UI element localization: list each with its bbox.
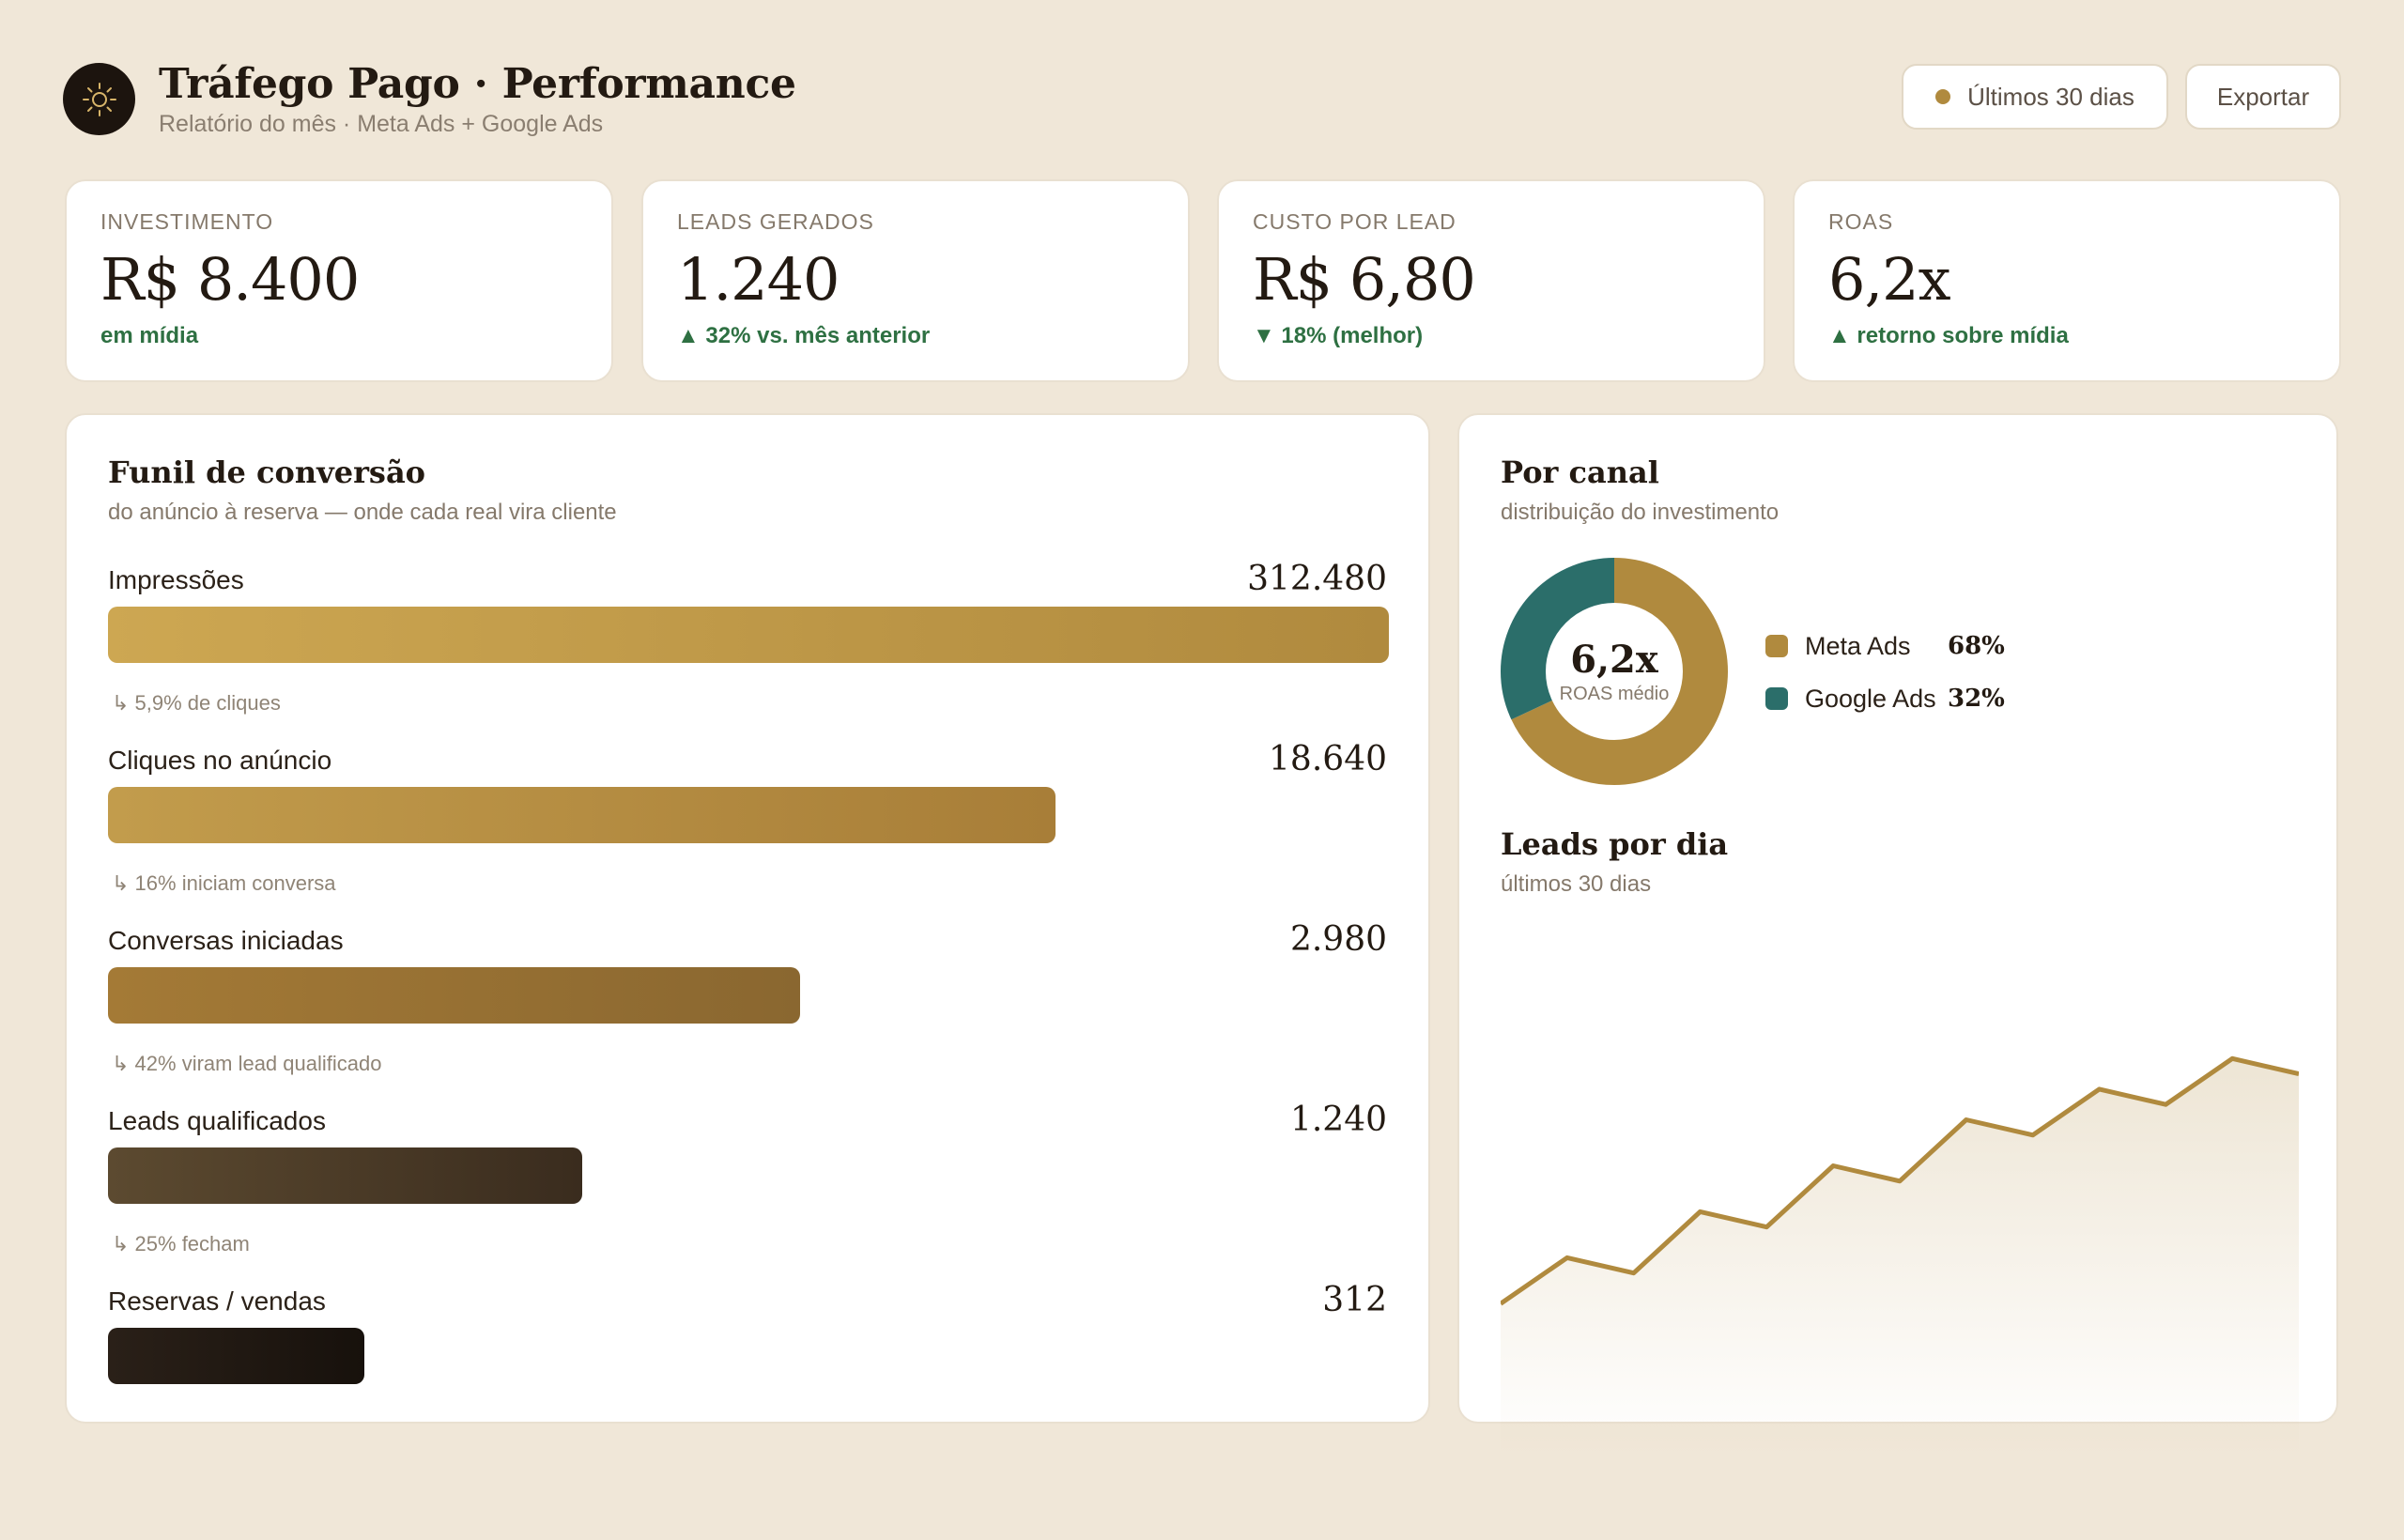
legend-item-meta: Meta Ads 68% <box>1765 620 2005 672</box>
channel-legend: Meta Ads 68% Google Ads 32% <box>1765 620 2005 725</box>
kpi-label: LEADS GERADOS <box>677 209 874 234</box>
stage-bar <box>108 1147 582 1204</box>
legend-swatch <box>1765 635 1788 657</box>
donut-center-label: ROAS médio <box>1559 684 1670 704</box>
leads-chart-subtitle: últimos 30 dias <box>1501 871 1652 897</box>
stage-label: Reservas / vendas <box>108 1286 326 1316</box>
kpi-card-roas: ROAS 6,2x ▲ retorno sobre mídia <box>1793 179 2341 382</box>
page-title: Tráfego Pago · Performance <box>159 60 796 108</box>
legend-name: Meta Ads <box>1805 631 1911 660</box>
kpi-card-investimento: INVESTIMENTO R$ 8.400 em mídia <box>65 179 613 382</box>
channel-subtitle: distribuição do investimento <box>1501 500 1780 525</box>
period-selector-button[interactable]: Últimos 30 dias <box>1902 64 2168 130</box>
kpi-card-cpl: CUSTO POR LEAD R$ 6,80 ▼ 18% (melhor) <box>1217 179 1765 382</box>
stage-label: Conversas iniciadas <box>108 926 344 955</box>
page-header: Tráfego Pago · Performance Relatório do … <box>63 60 2341 137</box>
kpi-value: 1.240 <box>677 245 840 314</box>
kpi-label: ROAS <box>1828 209 1894 234</box>
logo <box>63 63 135 135</box>
stage-bar <box>108 1328 364 1384</box>
kpi-delta: ▲ 32% vs. mês anterior <box>677 323 931 349</box>
export-button[interactable]: Exportar <box>2185 64 2341 130</box>
sun-icon <box>82 82 116 116</box>
stage-label: Impressões <box>108 565 244 594</box>
legend-pct: 68% <box>1948 632 2005 660</box>
period-dot-icon <box>1935 89 1951 104</box>
stage-value: 18.640 <box>1269 740 1387 778</box>
donut-slice-1 <box>1501 558 1728 785</box>
channel-donut: 6,2x ROAS médio <box>1501 558 1728 785</box>
channel-title: Por canal <box>1501 454 1659 490</box>
kpi-delta: ▲ retorno sobre mídia <box>1828 323 2069 349</box>
legend-item-google: Google Ads 32% <box>1765 672 2005 725</box>
stage-note: ↳ 16% iniciam conversa <box>112 871 336 895</box>
funnel-title: Funil de conversão <box>108 454 426 490</box>
export-label: Exportar <box>2216 82 2310 111</box>
kpi-card-leads: LEADS GERADOS 1.240 ▲ 32% vs. mês anteri… <box>641 179 1190 382</box>
stage-label: Leads qualificados <box>108 1106 326 1135</box>
leads-series-line <box>1501 1055 2299 1306</box>
stage-bar <box>108 967 800 1024</box>
kpi-delta: em mídia <box>100 323 199 349</box>
stage-note: ↳ 5,9% de cliques <box>112 691 281 715</box>
legend-pct: 32% <box>1948 685 2005 713</box>
funnel-panel: Funil de conversão do anúncio à reserva … <box>65 413 1430 1424</box>
stage-value: 2.980 <box>1289 920 1387 959</box>
leads-area-fill <box>1501 1058 2299 1457</box>
channel-panel: Por canal distribuição do investimento 6… <box>1457 413 2338 1457</box>
stage-value: 312.480 <box>1247 560 1387 598</box>
stage-bar <box>108 787 1056 843</box>
leads-line-chart <box>1501 1055 2299 1457</box>
kpi-label: INVESTIMENTO <box>100 209 274 234</box>
stage-note: ↳ 25% fecham <box>112 1232 250 1255</box>
stage-label: Cliques no anúncio <box>108 746 332 775</box>
kpi-label: CUSTO POR LEAD <box>1253 209 1456 234</box>
stage-value: 1.240 <box>1289 1101 1387 1139</box>
kpi-value: R$ 8.400 <box>100 245 360 314</box>
stage-bar <box>108 607 1389 663</box>
kpi-value: R$ 6,80 <box>1253 245 1476 314</box>
kpi-value: 6,2x <box>1828 245 1951 314</box>
period-label: Últimos 30 dias <box>1967 82 2134 111</box>
legend-name: Google Ads <box>1805 684 1936 713</box>
kpi-delta: ▼ 18% (melhor) <box>1253 323 1424 349</box>
donut-chart <box>1501 558 1728 785</box>
legend-swatch <box>1765 687 1788 710</box>
stage-value: 312 <box>1322 1281 1387 1319</box>
leads-chart-title: Leads por dia <box>1501 826 1729 862</box>
funnel-subtitle: do anúncio à reserva — onde cada real vi… <box>108 500 617 525</box>
stage-note: ↳ 42% viram lead qualificado <box>112 1052 382 1075</box>
donut-center-value: 6,2x <box>1570 638 1658 682</box>
page-subtitle: Relatório do mês · Meta Ads + Google Ads <box>159 111 604 137</box>
